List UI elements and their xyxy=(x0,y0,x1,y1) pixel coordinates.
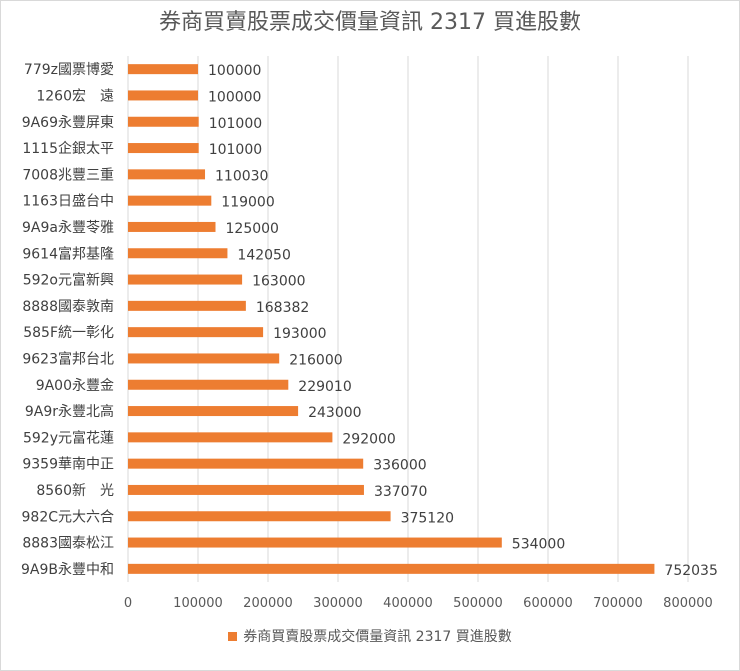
category-label: 1115企銀太平 xyxy=(22,140,114,157)
bar xyxy=(128,248,228,259)
bar xyxy=(128,353,280,364)
x-tick-label: 600000 xyxy=(523,596,573,611)
data-label: 243000 xyxy=(308,405,361,421)
legend-label: 券商買賣股票成交價量資訊 2317 買進股數 xyxy=(243,629,512,645)
category-label: 9614富邦基隆 xyxy=(22,245,114,262)
legend-swatch xyxy=(228,631,238,641)
category-label: 9A9a永豐苓雅 xyxy=(22,219,114,236)
category-label: 9A9r永豐北高 xyxy=(25,403,114,420)
bar xyxy=(128,300,246,311)
data-label: 534000 xyxy=(512,537,565,553)
data-label: 337070 xyxy=(374,484,427,500)
x-tick-label: 0 xyxy=(124,596,132,611)
data-label: 101000 xyxy=(209,116,262,132)
bar xyxy=(128,169,206,180)
category-label: 592o元富新興 xyxy=(23,272,114,289)
category-label: 1260宏 遠 xyxy=(36,88,114,104)
data-label: 110030 xyxy=(215,168,268,184)
data-label: 101000 xyxy=(209,142,262,158)
category-label: 585F統一彰化 xyxy=(23,324,114,341)
category-label: 9A9B永豐中和 xyxy=(21,562,114,578)
category-label: 9A00永豐金 xyxy=(36,378,114,394)
data-label: 100000 xyxy=(208,63,261,79)
data-label: 168382 xyxy=(256,300,309,316)
x-tick-label: 200000 xyxy=(243,596,293,611)
bar xyxy=(128,327,264,338)
data-label: 752035 xyxy=(664,563,717,579)
bar xyxy=(128,563,655,574)
category-label: 779z國票博愛 xyxy=(24,61,114,78)
x-tick-label: 300000 xyxy=(313,596,363,611)
bar xyxy=(128,511,391,522)
data-label: 142050 xyxy=(237,247,290,263)
category-label: 8883國泰松江 xyxy=(22,536,114,552)
bar xyxy=(128,484,364,495)
data-label: 292000 xyxy=(342,431,395,447)
data-label: 125000 xyxy=(226,221,279,237)
data-label: 119000 xyxy=(221,195,274,211)
bar xyxy=(128,90,198,101)
category-label: 9623富邦台北 xyxy=(22,350,114,367)
bar xyxy=(128,379,289,390)
x-tick-label: 500000 xyxy=(453,596,503,611)
bar xyxy=(128,143,199,154)
bar xyxy=(128,458,364,469)
bar xyxy=(128,274,243,285)
bar xyxy=(128,406,299,417)
category-label: 8888國泰敦南 xyxy=(22,299,114,315)
bar xyxy=(128,537,502,548)
chart-title: 券商買賣股票成交價量資訊 2317 買進股數 xyxy=(159,10,581,35)
data-label: 193000 xyxy=(273,326,326,342)
data-label: 163000 xyxy=(252,274,305,290)
bar xyxy=(128,195,212,206)
x-tick-label: 800000 xyxy=(663,596,713,611)
bar xyxy=(128,432,333,443)
legend: 券商買賣股票成交價量資訊 2317 買進股數 xyxy=(0,626,740,646)
category-label: 7008兆豐三重 xyxy=(22,167,114,183)
category-label: 9359華南中正 xyxy=(22,457,114,473)
data-label: 336000 xyxy=(373,458,426,474)
bar xyxy=(128,221,216,232)
category-label: 9A69永豐屏東 xyxy=(22,115,114,131)
category-label: 1163日盛台中 xyxy=(22,194,114,210)
data-label: 216000 xyxy=(289,352,342,368)
bar xyxy=(128,116,199,127)
data-label: 229010 xyxy=(298,379,351,395)
data-label: 100000 xyxy=(208,89,261,105)
category-label: 982C元大六合 xyxy=(22,509,115,525)
x-tick-label: 700000 xyxy=(593,596,643,611)
data-label: 375120 xyxy=(401,510,454,526)
x-tick-label: 400000 xyxy=(383,596,433,611)
category-label: 8560新 光 xyxy=(36,483,114,499)
bar xyxy=(128,64,198,75)
x-tick-label: 100000 xyxy=(173,596,223,611)
category-label: 592y元富花蓮 xyxy=(23,429,114,446)
